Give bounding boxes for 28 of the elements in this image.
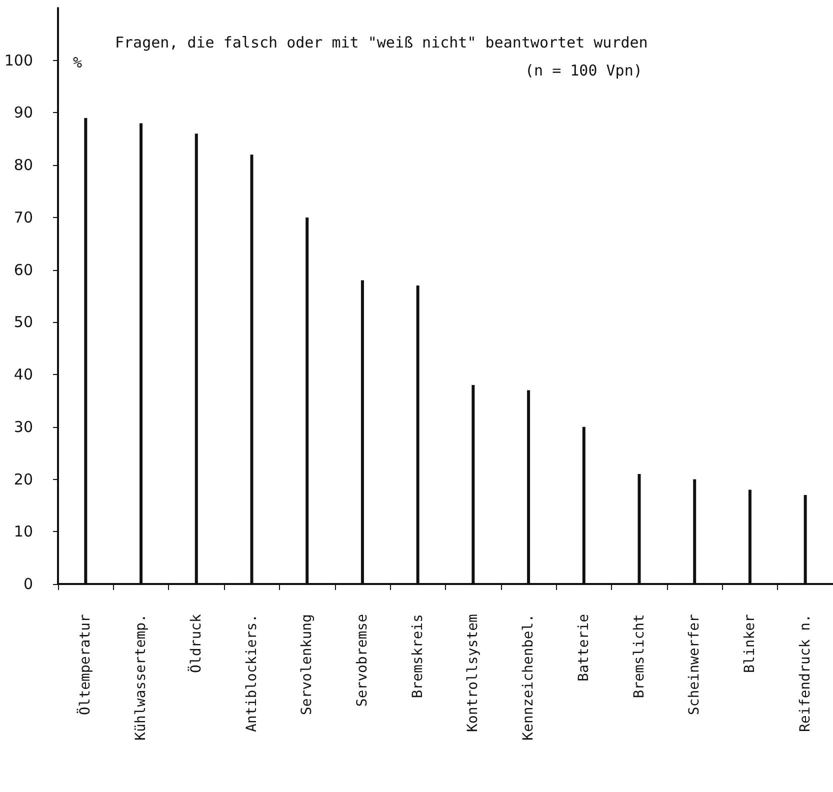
x-tick-label: Scheinwerfer — [686, 614, 703, 716]
y-tick-label: 60 — [14, 260, 33, 279]
x-tick-label: Öltemperatur — [76, 614, 94, 716]
x-tick-label: Batterie — [576, 614, 592, 682]
x-tick-label: Bremslicht — [631, 614, 648, 698]
x-tick-label: Servobremse — [354, 614, 370, 707]
x-tick-label: Blinker — [742, 614, 758, 674]
x-tick-label: Kühlwassertemp. — [133, 614, 150, 740]
x-tick-label: Servolenkung — [299, 614, 316, 716]
y-tick-label: 50 — [14, 313, 33, 332]
x-tick-label: Öldruck — [187, 613, 204, 674]
y-tick-label: 40 — [14, 366, 33, 384]
text: (n = 100 Vpn) — [525, 62, 642, 80]
y-axis-title: % — [73, 54, 82, 72]
y-tick-label: 80 — [14, 156, 33, 174]
text: Fragen, die falsch oder mit "weiß nicht" beantwortet wurden — [115, 34, 648, 52]
x-tick-label: Kennzeichenbel. — [520, 614, 537, 740]
y-tick-label: 0 — [23, 575, 33, 593]
y-tick-label: 10 — [14, 522, 33, 541]
x-tick-label: Reifendruck n. — [797, 614, 814, 732]
y-tick-label: 20 — [14, 470, 33, 488]
y-tick-label: 70 — [14, 208, 33, 226]
y-tick-label: 100 — [4, 51, 33, 70]
y-tick-label: 30 — [14, 418, 33, 436]
x-tick-label: Bremskreis — [410, 614, 426, 698]
x-tick-label: Antiblockiers. — [244, 614, 260, 732]
y-tick-label: 90 — [14, 104, 33, 122]
x-tick-label: Kontrollsystem — [465, 614, 482, 732]
